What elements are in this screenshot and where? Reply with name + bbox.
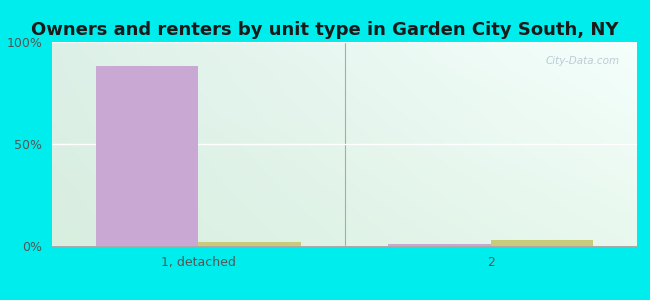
Bar	[198, 242, 300, 246]
Bar	[491, 240, 593, 246]
Bar	[96, 67, 198, 246]
Bar	[389, 244, 491, 246]
Text: City-Data.com: City-Data.com	[545, 56, 619, 66]
Legend: Owner occupied units, Renter occupied units: Owner occupied units, Renter occupied un…	[165, 297, 524, 300]
Text: Owners and renters by unit type in Garden City South, NY: Owners and renters by unit type in Garde…	[31, 21, 619, 39]
